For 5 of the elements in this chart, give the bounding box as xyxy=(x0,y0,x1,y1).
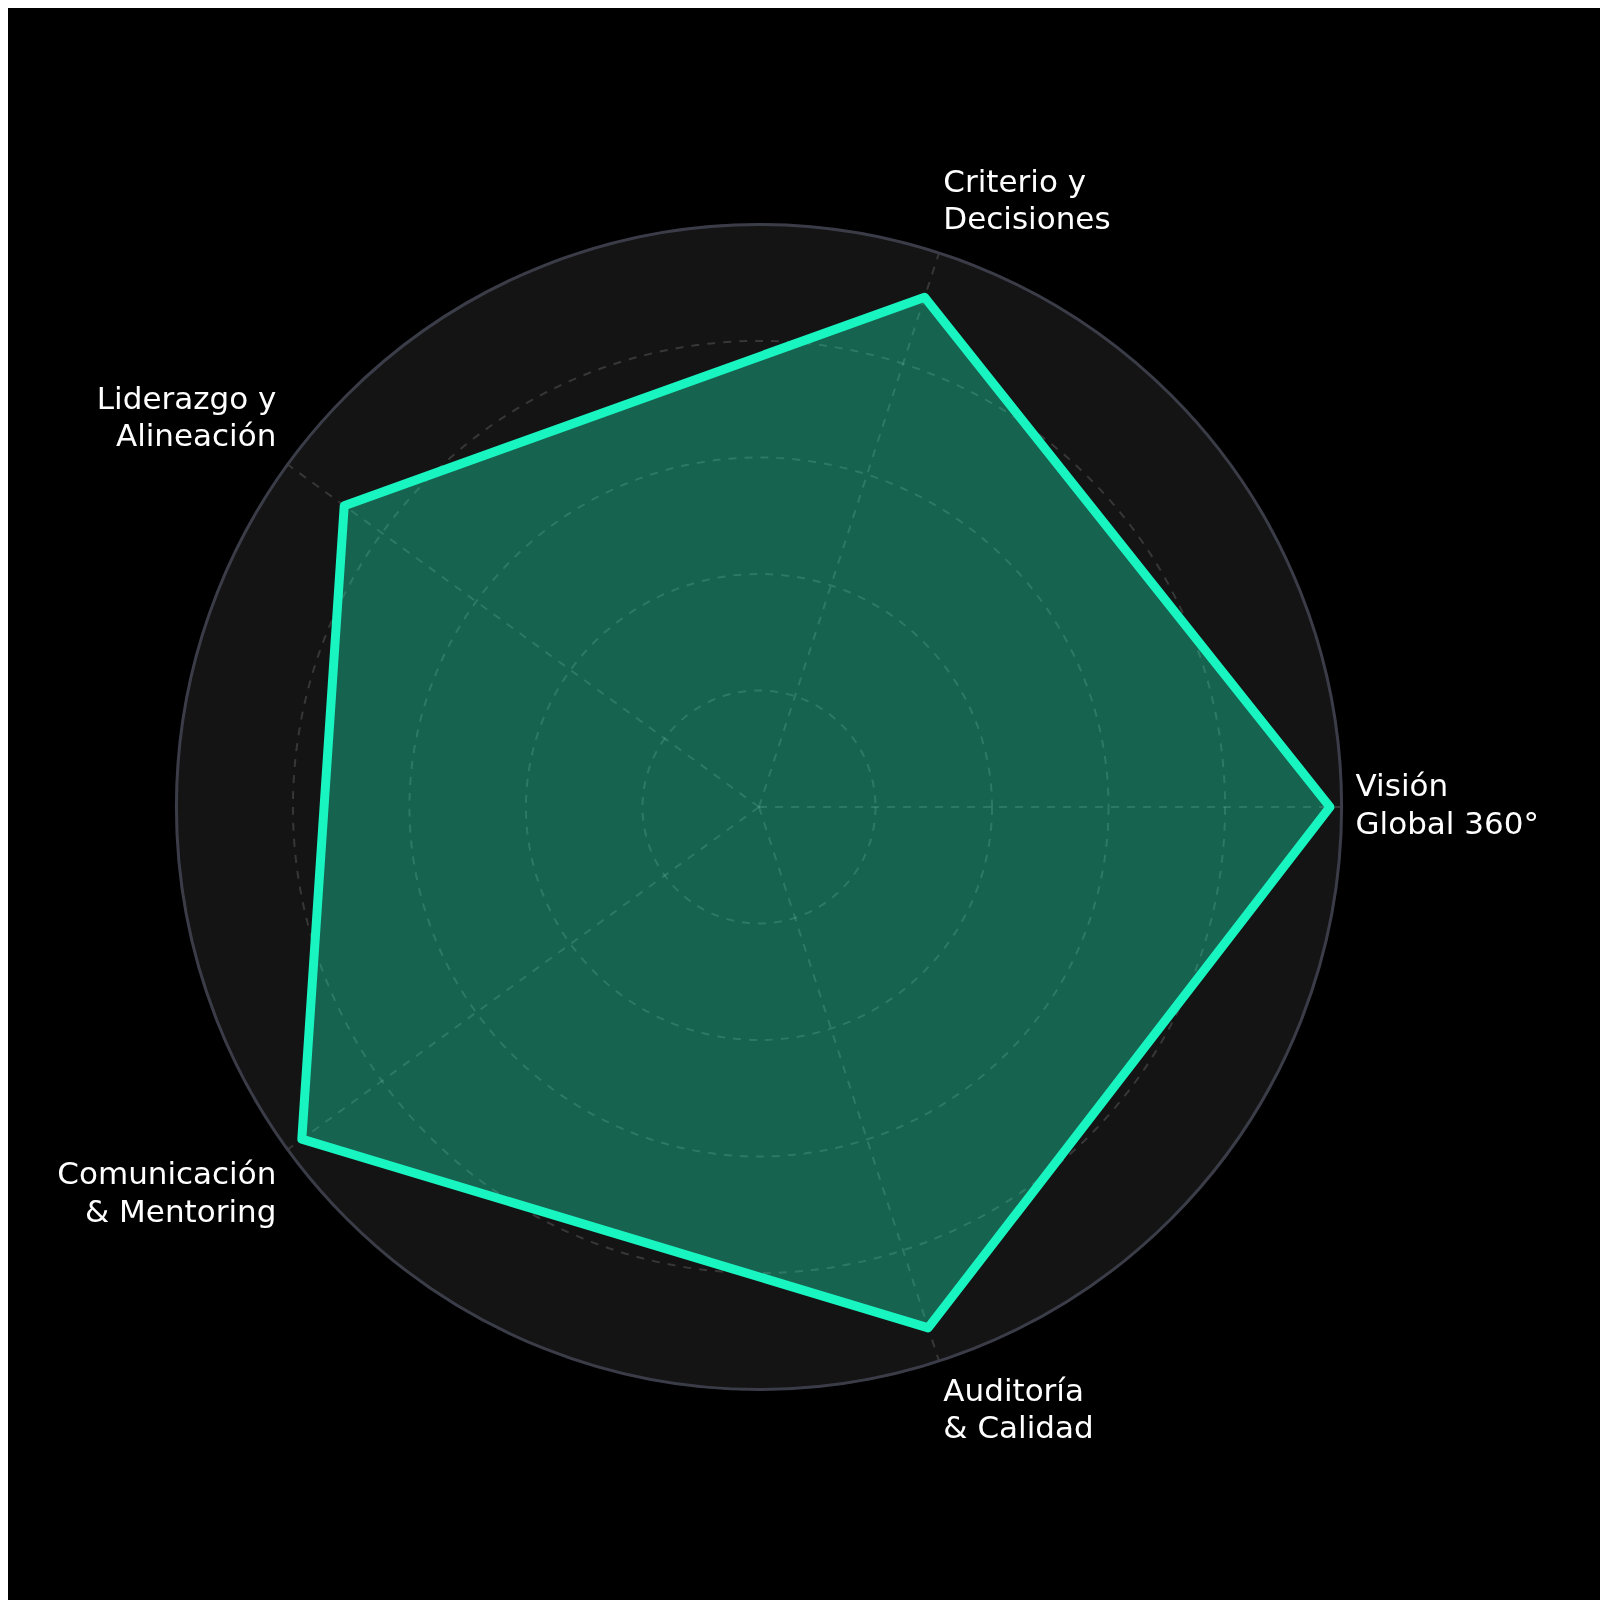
spoke-label: Liderazgo y Alineación xyxy=(96,379,277,453)
spoke-label: Auditoría & Calidad xyxy=(943,1372,1094,1446)
spoke-label: Visión Global 360° xyxy=(1355,767,1540,841)
spoke-label: Comunicación & Mentoring xyxy=(57,1155,277,1229)
spoke-label: Criterio y Decisiones xyxy=(943,162,1111,237)
